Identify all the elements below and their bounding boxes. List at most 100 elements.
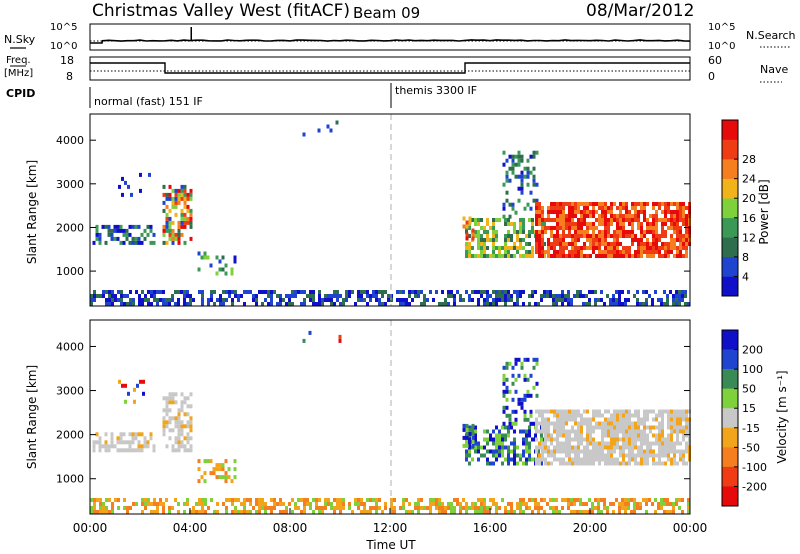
range-gate-cell — [625, 445, 628, 450]
range-gate-cell — [592, 409, 595, 414]
range-gate-cell — [637, 437, 640, 442]
range-gate-cell — [627, 498, 630, 502]
range-gate-cell — [555, 506, 558, 510]
range-gate-cell — [153, 294, 156, 298]
range-gate-cell — [128, 224, 132, 229]
range-gate-cell — [198, 502, 201, 506]
range-gate-cell — [685, 242, 688, 246]
range-gate-cell — [543, 510, 546, 514]
range-gate-cell — [547, 433, 550, 438]
range-gate-cell — [673, 210, 676, 214]
range-gate-cell — [165, 408, 169, 413]
range-gate-cell — [622, 441, 625, 446]
range-gate-cell — [468, 427, 472, 432]
range-gate-cell — [375, 506, 378, 510]
range-gate-cell — [246, 510, 249, 514]
range-gate-cell — [561, 498, 564, 502]
range-gate-cell — [601, 413, 604, 418]
range-gate-cell — [495, 290, 498, 294]
range-gate-cell — [618, 302, 621, 306]
colorbar-segment — [722, 349, 738, 370]
range-gate-cell — [595, 409, 598, 414]
range-gate-cell — [535, 218, 538, 222]
range-gate-cell — [465, 431, 469, 436]
range-gate-cell — [574, 413, 577, 418]
range-gate-cell — [631, 238, 634, 242]
range-gate-cell — [183, 436, 187, 441]
range-gate-cell — [177, 290, 180, 294]
range-gate-cell — [568, 254, 571, 258]
range-gate-cell — [116, 224, 120, 229]
range-gate-cell — [601, 457, 604, 462]
range-gate-cell — [183, 412, 187, 417]
range-gate-cell — [318, 498, 321, 502]
range-gate-cell — [233, 467, 237, 472]
range-gate-cell — [556, 417, 559, 422]
range-gate-cell — [411, 298, 414, 302]
range-gate-cell — [598, 445, 601, 450]
range-gate-cell — [622, 417, 625, 422]
range-gate-cell — [162, 420, 166, 425]
range-gate-cell — [607, 425, 610, 430]
range-gate-cell — [222, 302, 225, 306]
range-gate-cell — [634, 461, 637, 466]
range-gate-cell — [495, 302, 498, 306]
range-gate-cell — [660, 298, 663, 302]
range-gate-cell — [111, 506, 114, 510]
range-gate-cell — [574, 230, 577, 234]
range-gate-cell — [616, 421, 619, 426]
range-gate-cell — [604, 461, 607, 466]
range-gate-cell — [535, 150, 539, 155]
range-gate-cell — [131, 448, 135, 453]
range-gate-cell — [562, 445, 565, 450]
range-gate-cell — [669, 510, 672, 514]
range-gate-cell — [565, 234, 568, 238]
range-gate-cell — [574, 214, 577, 218]
colorbar-segment — [722, 447, 738, 468]
range-gate-cell — [243, 510, 246, 514]
range-gate-cell — [93, 510, 96, 514]
range-gate-cell — [637, 409, 640, 414]
range-gate-cell — [116, 440, 120, 445]
range-gate-cell — [110, 444, 114, 449]
range-gate-cell — [201, 290, 204, 294]
range-gate-cell — [111, 298, 114, 302]
range-gate-cell — [673, 246, 676, 250]
range-gate-cell — [586, 433, 589, 438]
range-gate-cell — [207, 506, 210, 510]
range-gate-cell — [159, 298, 162, 302]
range-gate-cell — [417, 510, 420, 514]
range-gate-cell — [595, 202, 598, 206]
colorbar-frame — [721, 329, 739, 507]
range-gate-cell — [165, 498, 168, 502]
range-gate-cell — [537, 506, 540, 510]
range-gate-cell — [532, 154, 536, 159]
range-gate-cell — [150, 302, 153, 306]
range-gate-cell — [129, 298, 132, 302]
y-tick-label: 2000 — [56, 221, 84, 234]
range-gate-cell — [162, 192, 166, 197]
range-gate-cell — [628, 421, 631, 426]
range-gate-cell — [562, 250, 565, 254]
range-gate-cell — [513, 449, 516, 454]
range-gate-cell — [573, 498, 576, 502]
range-gate-cell — [604, 226, 607, 230]
range-gate-cell — [577, 437, 580, 442]
range-gate-cell — [215, 467, 219, 472]
range-gate-cell — [598, 214, 601, 218]
range-gate-cell — [122, 240, 126, 245]
range-gate-cell — [652, 206, 655, 210]
range-gate-cell — [616, 222, 619, 226]
range-gate-cell — [330, 302, 333, 306]
range-gate-cell — [676, 218, 679, 222]
range-gate-cell — [559, 254, 562, 258]
range-gate-cell — [637, 425, 640, 430]
range-gate-cell — [553, 206, 556, 210]
range-gate-cell — [514, 174, 518, 179]
range-gate-cell — [360, 294, 363, 298]
range-gate-cell — [637, 433, 640, 438]
range-gate-cell — [625, 461, 628, 466]
range-gate-cell — [225, 510, 228, 514]
range-gate-cell — [553, 226, 556, 230]
range-gate-cell — [598, 461, 601, 466]
